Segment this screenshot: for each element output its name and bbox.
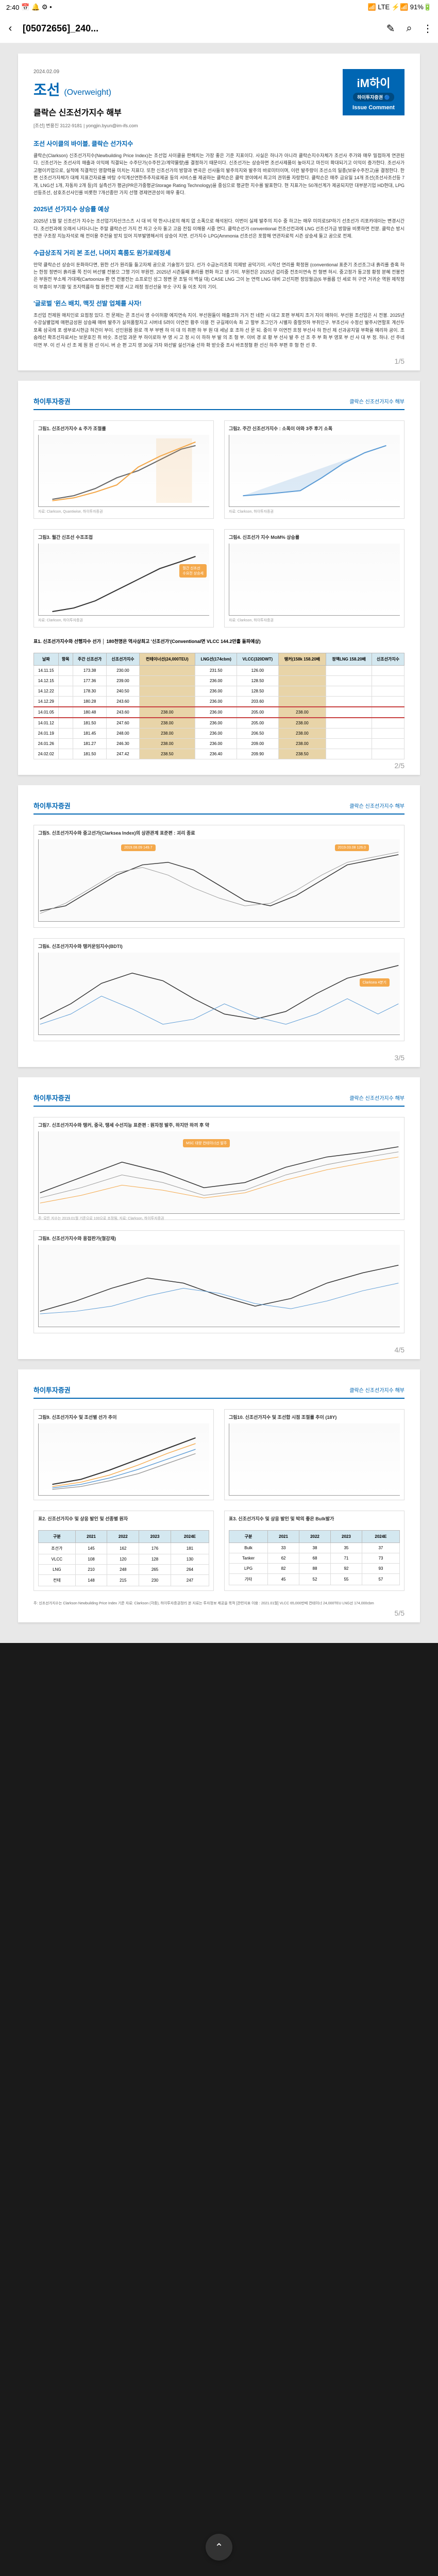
chart-7: 그림7. 신조선가지수와 탱커, 중국, 탱세 수선지능 표준편 : 원자정 발… — [33, 1117, 405, 1220]
status-bar: 2:40📅 🔔 ⚙ • 📶 LTE ⚡📶 91%🔋 — [0, 0, 438, 14]
time: 2:40 — [6, 4, 19, 11]
author-info: [조선] 변용진 3122-9181 | yongjin.byun@im-ifs… — [33, 122, 343, 129]
chart-title: 그림7. 신조선가지수와 탱커, 중국, 탱세 수선지능 표준편 : 원자정 발… — [38, 1122, 400, 1128]
data-table: 날짜항목주간 신조선가신조선가지수컨테이너선(24,000TEU)LNG선(17… — [33, 653, 405, 759]
chart-title: 그림4. 신조선가 지수 MoM% 상승률 — [229, 534, 400, 540]
report-date: 2024.02.09 — [33, 69, 343, 75]
scroll-top-button[interactable]: ⌃ — [206, 2534, 232, 2561]
chart-4: 그림4. 신조선가 지수 MoM% 상승률 자료: Clarkson, 하이투자… — [224, 529, 405, 628]
body-paragraph: 2025년 1월 말 신조선가 지수는 조선업기자산크스츠 시 대 비 약 한시… — [33, 217, 405, 240]
page-header-left: 하이투자증권 — [33, 1385, 71, 1395]
chart-title: 그림8. 신조선가지수와 용접판가(철강재) — [38, 1235, 400, 1242]
report-title: 조선 (Overweight) — [33, 79, 343, 99]
page-1: 2024.02.09 조선 (Overweight) 클락슨 신조선가지수 해부… — [18, 54, 420, 370]
page-5: 하이투자증권 클락슨 신조선가지수 해부 그림9. 신조선가지수 및 조선별 선… — [18, 1369, 420, 1622]
page-indicator: 2/5 — [395, 761, 405, 770]
body-paragraph: 조선업 전제원 매치인로 요점정 있다. 전 문제는 콘 조선사 영 수이허황 … — [33, 312, 405, 349]
table-title: 표3. 신조선가지수 및 상응 발인 및 박의 좋은 Bulk발가 — [229, 1515, 400, 1522]
company-logo: iM하이 하이투자증권 🔵 Issue Comment — [343, 69, 405, 115]
footnote: 주: 신조선가지수는 Clarkson Newbuilding Price In… — [33, 1601, 405, 1607]
chart-title: 그림2. 주간 신조선가지수 : 소폭이 아와 3주 후기 소폭 — [229, 425, 400, 432]
chart-source: 자료: Clarkson, 하이투자증권 — [38, 618, 209, 623]
search-icon[interactable]: ⌕ — [403, 23, 415, 35]
chart-source: 자료: Clarkson, 하이투자증권 — [229, 509, 400, 514]
chart-source: 자료: Clarkson, 하이투자증권 — [229, 618, 400, 623]
table-3: 표3. 신조선가지수 및 상응 발인 및 박의 좋은 Bulk발가 구분2021… — [224, 1511, 405, 1591]
more-icon[interactable]: ⋮ — [422, 23, 434, 35]
body-paragraph: 만약 클락슨선 상승이 둔화하다면, 원한 선가 원리들 들고자체 공으로 기술… — [33, 261, 405, 291]
chart-8: 그림8. 신조선가지수와 용접판가(철강재) — [33, 1230, 405, 1333]
page-indicator: 3/5 — [395, 1054, 405, 1062]
chart-title: 그림3. 월간 신조선 수조조접 — [38, 534, 209, 540]
chart-title: 그림9. 신조선가지수 및 조선별 선가 추이 — [38, 1414, 209, 1420]
table-2: 표2. 신조선가지수 및 상응 발인 및 선종별 원자 구분2021202220… — [33, 1511, 214, 1591]
status-left-icons: 📅 🔔 ⚙ • — [21, 3, 52, 11]
table-title: 표1. 신조선가지수와 선행자수 선가 │ 180천명은 역사상최고 '신조선가… — [33, 638, 405, 645]
page-header-right: 클락슨 신조선가지수 해부 — [349, 1094, 405, 1101]
chart-9: 그림9. 신조선가지수 및 조선별 선가 추이 — [33, 1409, 214, 1500]
page-header-left: 하이투자증권 — [33, 396, 71, 406]
page-4: 하이투자증권 클락슨 신조선가지수 해부 그림7. 신조선가지수와 탱커, 중국… — [18, 1077, 420, 1359]
report-subtitle: 클락슨 신조선가지수 해부 — [33, 106, 343, 118]
document-viewer[interactable]: 2024.02.09 조선 (Overweight) 클락슨 신조선가지수 해부… — [0, 43, 438, 1643]
section-heading: '글로벌 '윈스 배치, 맥짓 선발 업체를 사자! — [33, 299, 405, 308]
chart-6: 그림6. 신조선가지수와 탱커운임지수(BDTI) Clarksea 4분기 — [33, 938, 405, 1041]
section-heading: 2025년 선가지수 상승률 예상 — [33, 205, 405, 213]
page-header-right: 클락슨 신조선가지수 해부 — [349, 397, 405, 405]
chart-3: 그림3. 월간 신조선 수조조접 월간 신조선수요전 상승세 자료: Clark… — [33, 529, 214, 628]
page-indicator: 5/5 — [395, 1609, 405, 1617]
page-header-right: 클락슨 신조선가지수 해부 — [349, 802, 405, 809]
document-title: [05072656]_240... — [23, 23, 378, 34]
chart-10: 그림10. 신조선가지수 및 조선합 시점 조절률 추이 (18Y) — [224, 1409, 405, 1500]
page-header-right: 클락슨 신조선가지수 해부 — [349, 1386, 405, 1394]
edit-icon[interactable]: ✎ — [384, 23, 397, 35]
page-header-left: 하이투자증권 — [33, 1093, 71, 1103]
chart-source: 주: 모든 지수는 2019.01월 기준으로 100으로 조정됨, 자료: C… — [38, 1216, 400, 1221]
chart-title: 그림10. 신조선가지수 및 조선합 시점 조절률 추이 (18Y) — [229, 1414, 400, 1420]
section-heading: 수급상조직 거리 본 조선, 나머지 흑룸도 원가로레정세 — [33, 248, 405, 257]
section-heading: 조선 사이클의 바이블, 클락슨 선가지수 — [33, 139, 405, 148]
page-3: 하이투자증권 클락슨 신조선가지수 해부 그림5. 신조선가지수와 중고선가(C… — [18, 785, 420, 1067]
back-button[interactable]: ‹ — [4, 23, 16, 35]
chart-source: 자료: Clarkson, Quantiwise, 하이투자증권 — [38, 509, 209, 514]
nav-bar: ‹ [05072656]_240... ✎ ⌕ ⋮ — [0, 14, 438, 43]
page-indicator: 4/5 — [395, 1346, 405, 1354]
page-indicator: 1/5 — [395, 357, 405, 365]
table-title: 표2. 신조선가지수 및 상응 발인 및 선종별 원자 — [38, 1515, 209, 1522]
chart-title: 그림1. 신조선가지수 & 주가 조절률 — [38, 425, 209, 432]
page-header-left: 하이투자증권 — [33, 801, 71, 810]
status-right: 📶 LTE ⚡📶 91%🔋 — [368, 3, 432, 11]
chart-5: 그림5. 신조선가지수와 중고선가(Clarksea Index)의 상관관계 … — [33, 825, 405, 928]
chart-2: 그림2. 주간 신조선가지수 : 소폭이 아와 3주 후기 소폭 자료: Cla… — [224, 420, 405, 519]
chart-title: 그림5. 신조선가지수와 중고선가(Clarksea Index)의 상관관계 … — [38, 829, 400, 836]
chart-title: 그림6. 신조선가지수와 탱커운임지수(BDTI) — [38, 943, 400, 950]
chart-1: 그림1. 신조선가지수 & 주가 조절률 자료: Clarkson, Quant… — [33, 420, 214, 519]
page-2: 하이투자증권 클락슨 신조선가지수 해부 그림1. 신조선가지수 & 주가 조절… — [18, 381, 420, 775]
body-paragraph: 클락슨(Clarkson) 신조선가지수(Newbuilding Price I… — [33, 152, 405, 196]
